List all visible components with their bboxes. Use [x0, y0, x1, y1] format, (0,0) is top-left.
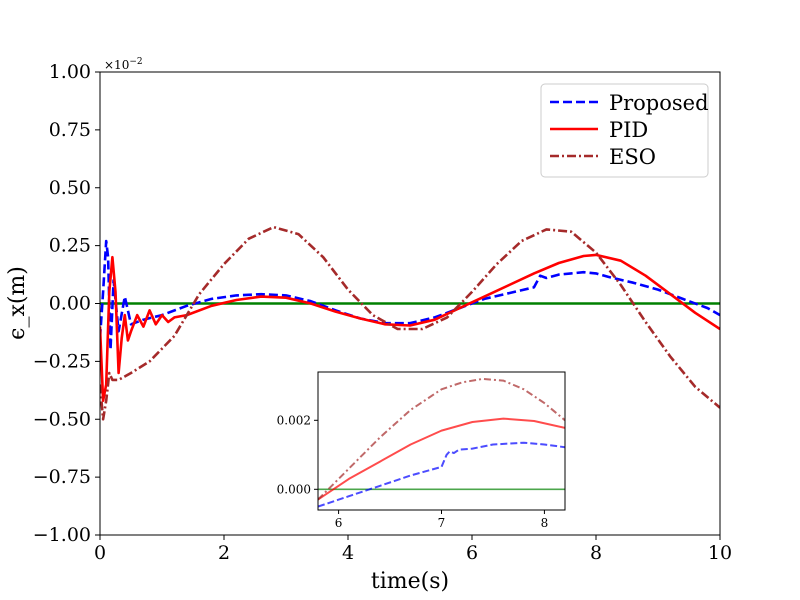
y-tick-label: −0.75 [33, 466, 91, 488]
legend-label-eso: ESO [609, 145, 656, 169]
legend-label-proposed: Proposed [609, 91, 709, 115]
y-tick-label: −0.50 [33, 408, 91, 430]
x-axis-label: time(s) [371, 569, 449, 594]
y-tick-label: −0.25 [33, 350, 91, 372]
y-tick-label: 0.50 [49, 177, 91, 199]
y-tick-label: 0.75 [49, 119, 91, 141]
inset-series-line-proposed [318, 441, 565, 508]
x-tick-label: 10 [708, 542, 732, 564]
x-tick-label: 0 [94, 542, 106, 564]
inset-plot: 6 7 8 0.000 0.002 [277, 371, 566, 530]
inset-x-tick-label: 6 [335, 516, 343, 530]
inset-y-tick-label: 0.002 [277, 413, 311, 427]
y-tick-label: 0.25 [49, 235, 91, 257]
inset-series-line-eso [318, 377, 565, 501]
y-axis-label: ϵ_x(m) [5, 266, 30, 340]
y-tick-label: 0.00 [49, 293, 91, 315]
x-tick-label: 8 [590, 542, 602, 564]
y-tick-label: 1.00 [49, 61, 91, 83]
inset-background [318, 372, 565, 510]
series-line-pid [100, 253, 720, 403]
x-tick-label: 2 [218, 542, 230, 564]
legend: Proposed PID ESO [540, 83, 709, 178]
y-tick-label: −1.00 [33, 524, 91, 546]
x-tick-label: 6 [466, 542, 478, 564]
legend-box [540, 83, 709, 178]
main-plot-layer: 0 2 4 6 8 10 1.00 0.75 0.50 0.25 0.00 −0.25 −0.50 −0.… [33, 61, 732, 564]
inset-series-line-pid [318, 417, 565, 501]
inset-x-tick-label: 8 [541, 516, 549, 530]
inset-x-tick-label: 7 [438, 516, 446, 530]
inset-y-tick-label: 0.000 [277, 482, 311, 496]
y-scale-exponent: ×10−2 [104, 57, 143, 72]
x-tick-label: 4 [342, 542, 354, 564]
legend-label-pid: PID [609, 118, 648, 142]
